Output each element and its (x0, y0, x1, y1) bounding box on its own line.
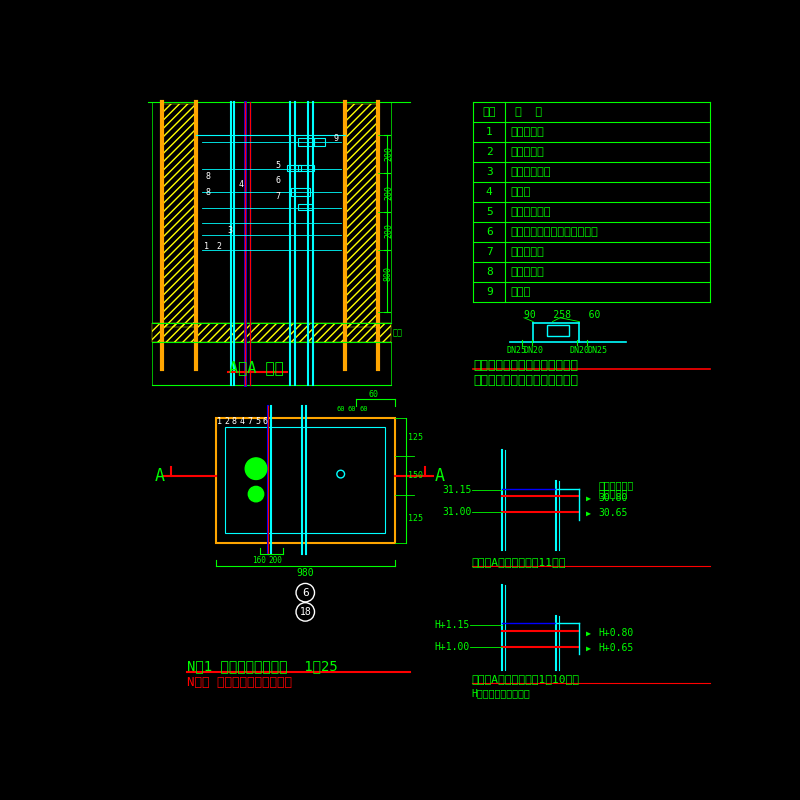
Bar (314, 138, 326, 146)
Text: 5: 5 (255, 418, 260, 426)
Text: 200: 200 (384, 223, 393, 238)
Text: 60: 60 (359, 406, 368, 412)
Text: 800: 800 (384, 266, 393, 281)
Text: 2: 2 (224, 418, 230, 426)
Text: 2: 2 (216, 242, 221, 250)
Text: 采暖回水管: 采暖回水管 (510, 147, 544, 158)
Bar (298, 166, 314, 171)
Text: H+1.00: H+1.00 (435, 642, 470, 651)
Text: 自动排气阀出: 自动排气阀出 (598, 480, 634, 490)
Text: 排污阀: 排污阀 (510, 187, 530, 198)
Text: 30.65: 30.65 (598, 508, 628, 518)
Text: 8: 8 (486, 267, 493, 278)
Text: A－A 剖面: A－A 剖面 (229, 360, 283, 375)
Text: 60: 60 (368, 390, 378, 399)
Text: 7: 7 (486, 247, 493, 258)
Text: 60: 60 (348, 406, 357, 412)
Text: 地层: 地层 (393, 328, 403, 337)
Bar (162, 104, 196, 327)
Text: 125: 125 (408, 514, 422, 523)
Text: 9: 9 (486, 287, 493, 298)
Text: 热量表装配尺寸及配管口径大样: 热量表装配尺寸及配管口径大样 (473, 359, 578, 372)
Text: 节点？A？连接大样（1～10层）: 节点？A？连接大样（1～10层） (472, 674, 579, 684)
Text: 8: 8 (232, 418, 237, 426)
Text: ？详见清华同方相关产品资料？: ？详见清华同方相关产品资料？ (473, 374, 578, 387)
Text: 节点？A？连接大样（11层）: 节点？A？连接大样（11层） (472, 557, 566, 567)
Text: H+0.80: H+0.80 (598, 628, 634, 638)
Text: 5: 5 (486, 207, 493, 218)
Text: 7: 7 (247, 418, 252, 426)
Text: 60: 60 (337, 406, 345, 412)
Text: 2: 2 (486, 147, 493, 158)
Text: 31.00: 31.00 (442, 507, 472, 517)
Circle shape (248, 486, 264, 502)
Text: 4: 4 (240, 418, 245, 426)
Text: 980: 980 (297, 568, 314, 578)
Text: 4: 4 (486, 187, 493, 198)
Text: ▶: ▶ (586, 628, 590, 637)
Text: A: A (154, 467, 164, 486)
Text: 30.80: 30.80 (598, 493, 628, 503)
Text: 90   258   60: 90 258 60 (524, 310, 600, 321)
Text: 名  称: 名 称 (515, 107, 542, 117)
Text: 3: 3 (486, 167, 493, 178)
Text: 8: 8 (206, 172, 211, 182)
Text: 125: 125 (408, 433, 422, 442)
Text: H为所在楼层地面标高: H为所在楼层地面标高 (472, 688, 530, 698)
Text: N－1 系统采暖管井详图  1：25: N－1 系统采暖管井详图 1：25 (186, 659, 338, 673)
Text: ▶: ▶ (586, 643, 590, 653)
Text: 200: 200 (268, 556, 282, 565)
Bar (287, 166, 301, 171)
Text: DN25: DN25 (588, 346, 608, 354)
Bar (216, 418, 394, 542)
Text: 8: 8 (206, 188, 211, 197)
Bar (152, 323, 390, 342)
Text: 6: 6 (486, 227, 493, 238)
Bar (298, 204, 312, 210)
Text: 7: 7 (275, 192, 280, 201)
Text: 热量表: 热量表 (510, 287, 530, 298)
Text: ▶: ▶ (586, 494, 590, 502)
Text: 1: 1 (204, 242, 209, 250)
Text: 1: 1 (486, 127, 493, 137)
Text: DN20: DN20 (570, 346, 590, 354)
Text: 150: 150 (408, 471, 422, 480)
Text: 6: 6 (262, 418, 268, 426)
Bar (345, 104, 378, 327)
Text: 9: 9 (333, 134, 338, 143)
Text: 锅炉后支架: 锅炉后支架 (598, 488, 628, 498)
Bar (547, 326, 569, 336)
Text: 31.15: 31.15 (442, 486, 472, 495)
Text: 4: 4 (239, 180, 244, 189)
Text: 编号: 编号 (482, 107, 496, 117)
Text: H+0.65: H+0.65 (598, 643, 634, 653)
Text: 进水测温球阀: 进水测温球阀 (510, 167, 550, 178)
Text: H+1.15: H+1.15 (435, 620, 470, 630)
Circle shape (246, 458, 266, 479)
Text: 5: 5 (275, 161, 280, 170)
Text: N－２ 系统采暖管井与此相同: N－２ 系统采暖管井与此相同 (186, 676, 292, 690)
Text: DN20: DN20 (524, 346, 544, 354)
Bar (226, 427, 386, 534)
Bar (298, 138, 314, 146)
Text: A: A (434, 467, 445, 486)
Text: 200: 200 (384, 146, 393, 162)
Text: ▶: ▶ (586, 509, 590, 518)
Text: 200: 200 (384, 185, 393, 200)
Text: 锁封调节阀: 锁封调节阀 (510, 247, 544, 258)
Text: 多流式螺纹连接叶轮式流量计: 多流式螺纹连接叶轮式流量计 (510, 227, 598, 238)
Text: 18: 18 (299, 607, 311, 617)
Bar (290, 188, 310, 196)
Text: 1: 1 (217, 418, 222, 426)
Text: DN25: DN25 (506, 346, 526, 354)
Text: 铜质截止阀: 铜质截止阀 (510, 267, 544, 278)
Text: 6: 6 (302, 588, 309, 598)
Text: 160: 160 (252, 556, 266, 565)
Text: 回水测温球阀: 回水测温球阀 (510, 207, 550, 218)
Text: 6: 6 (275, 176, 280, 185)
Text: 采暖供水管: 采暖供水管 (510, 127, 544, 137)
Text: 3: 3 (227, 226, 233, 235)
